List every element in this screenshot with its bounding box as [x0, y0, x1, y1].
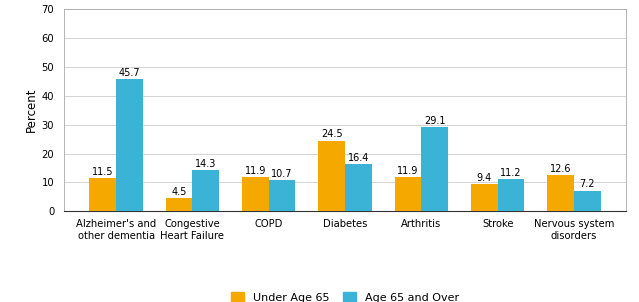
Bar — [89, 178, 116, 211]
Text: 9.4: 9.4 — [477, 173, 492, 183]
Text: 24.5: 24.5 — [321, 130, 343, 140]
Bar — [166, 198, 192, 211]
Bar — [574, 191, 601, 211]
Text: 7.2: 7.2 — [580, 179, 595, 189]
Bar — [395, 177, 421, 211]
Text: 11.2: 11.2 — [500, 168, 522, 178]
Bar — [345, 164, 372, 211]
Text: 11.9: 11.9 — [245, 166, 266, 176]
Bar — [498, 179, 525, 211]
Text: 45.7: 45.7 — [119, 68, 141, 78]
Text: 11.9: 11.9 — [397, 166, 419, 176]
Text: 12.6: 12.6 — [550, 164, 571, 174]
Bar — [471, 184, 498, 211]
Y-axis label: Percent: Percent — [24, 88, 38, 133]
Bar — [547, 175, 574, 211]
Text: 11.5: 11.5 — [92, 167, 114, 177]
Bar — [269, 181, 295, 211]
Text: 16.4: 16.4 — [348, 153, 369, 163]
Legend: Under Age 65, Age 65 and Over: Under Age 65, Age 65 and Over — [231, 292, 459, 302]
Text: 4.5: 4.5 — [171, 187, 187, 197]
Text: 29.1: 29.1 — [424, 116, 445, 126]
Bar — [192, 170, 219, 211]
Text: 14.3: 14.3 — [195, 159, 217, 169]
Bar — [116, 79, 143, 211]
Text: 10.7: 10.7 — [272, 169, 293, 179]
Bar — [421, 127, 448, 211]
Bar — [242, 177, 269, 211]
Bar — [318, 141, 345, 211]
